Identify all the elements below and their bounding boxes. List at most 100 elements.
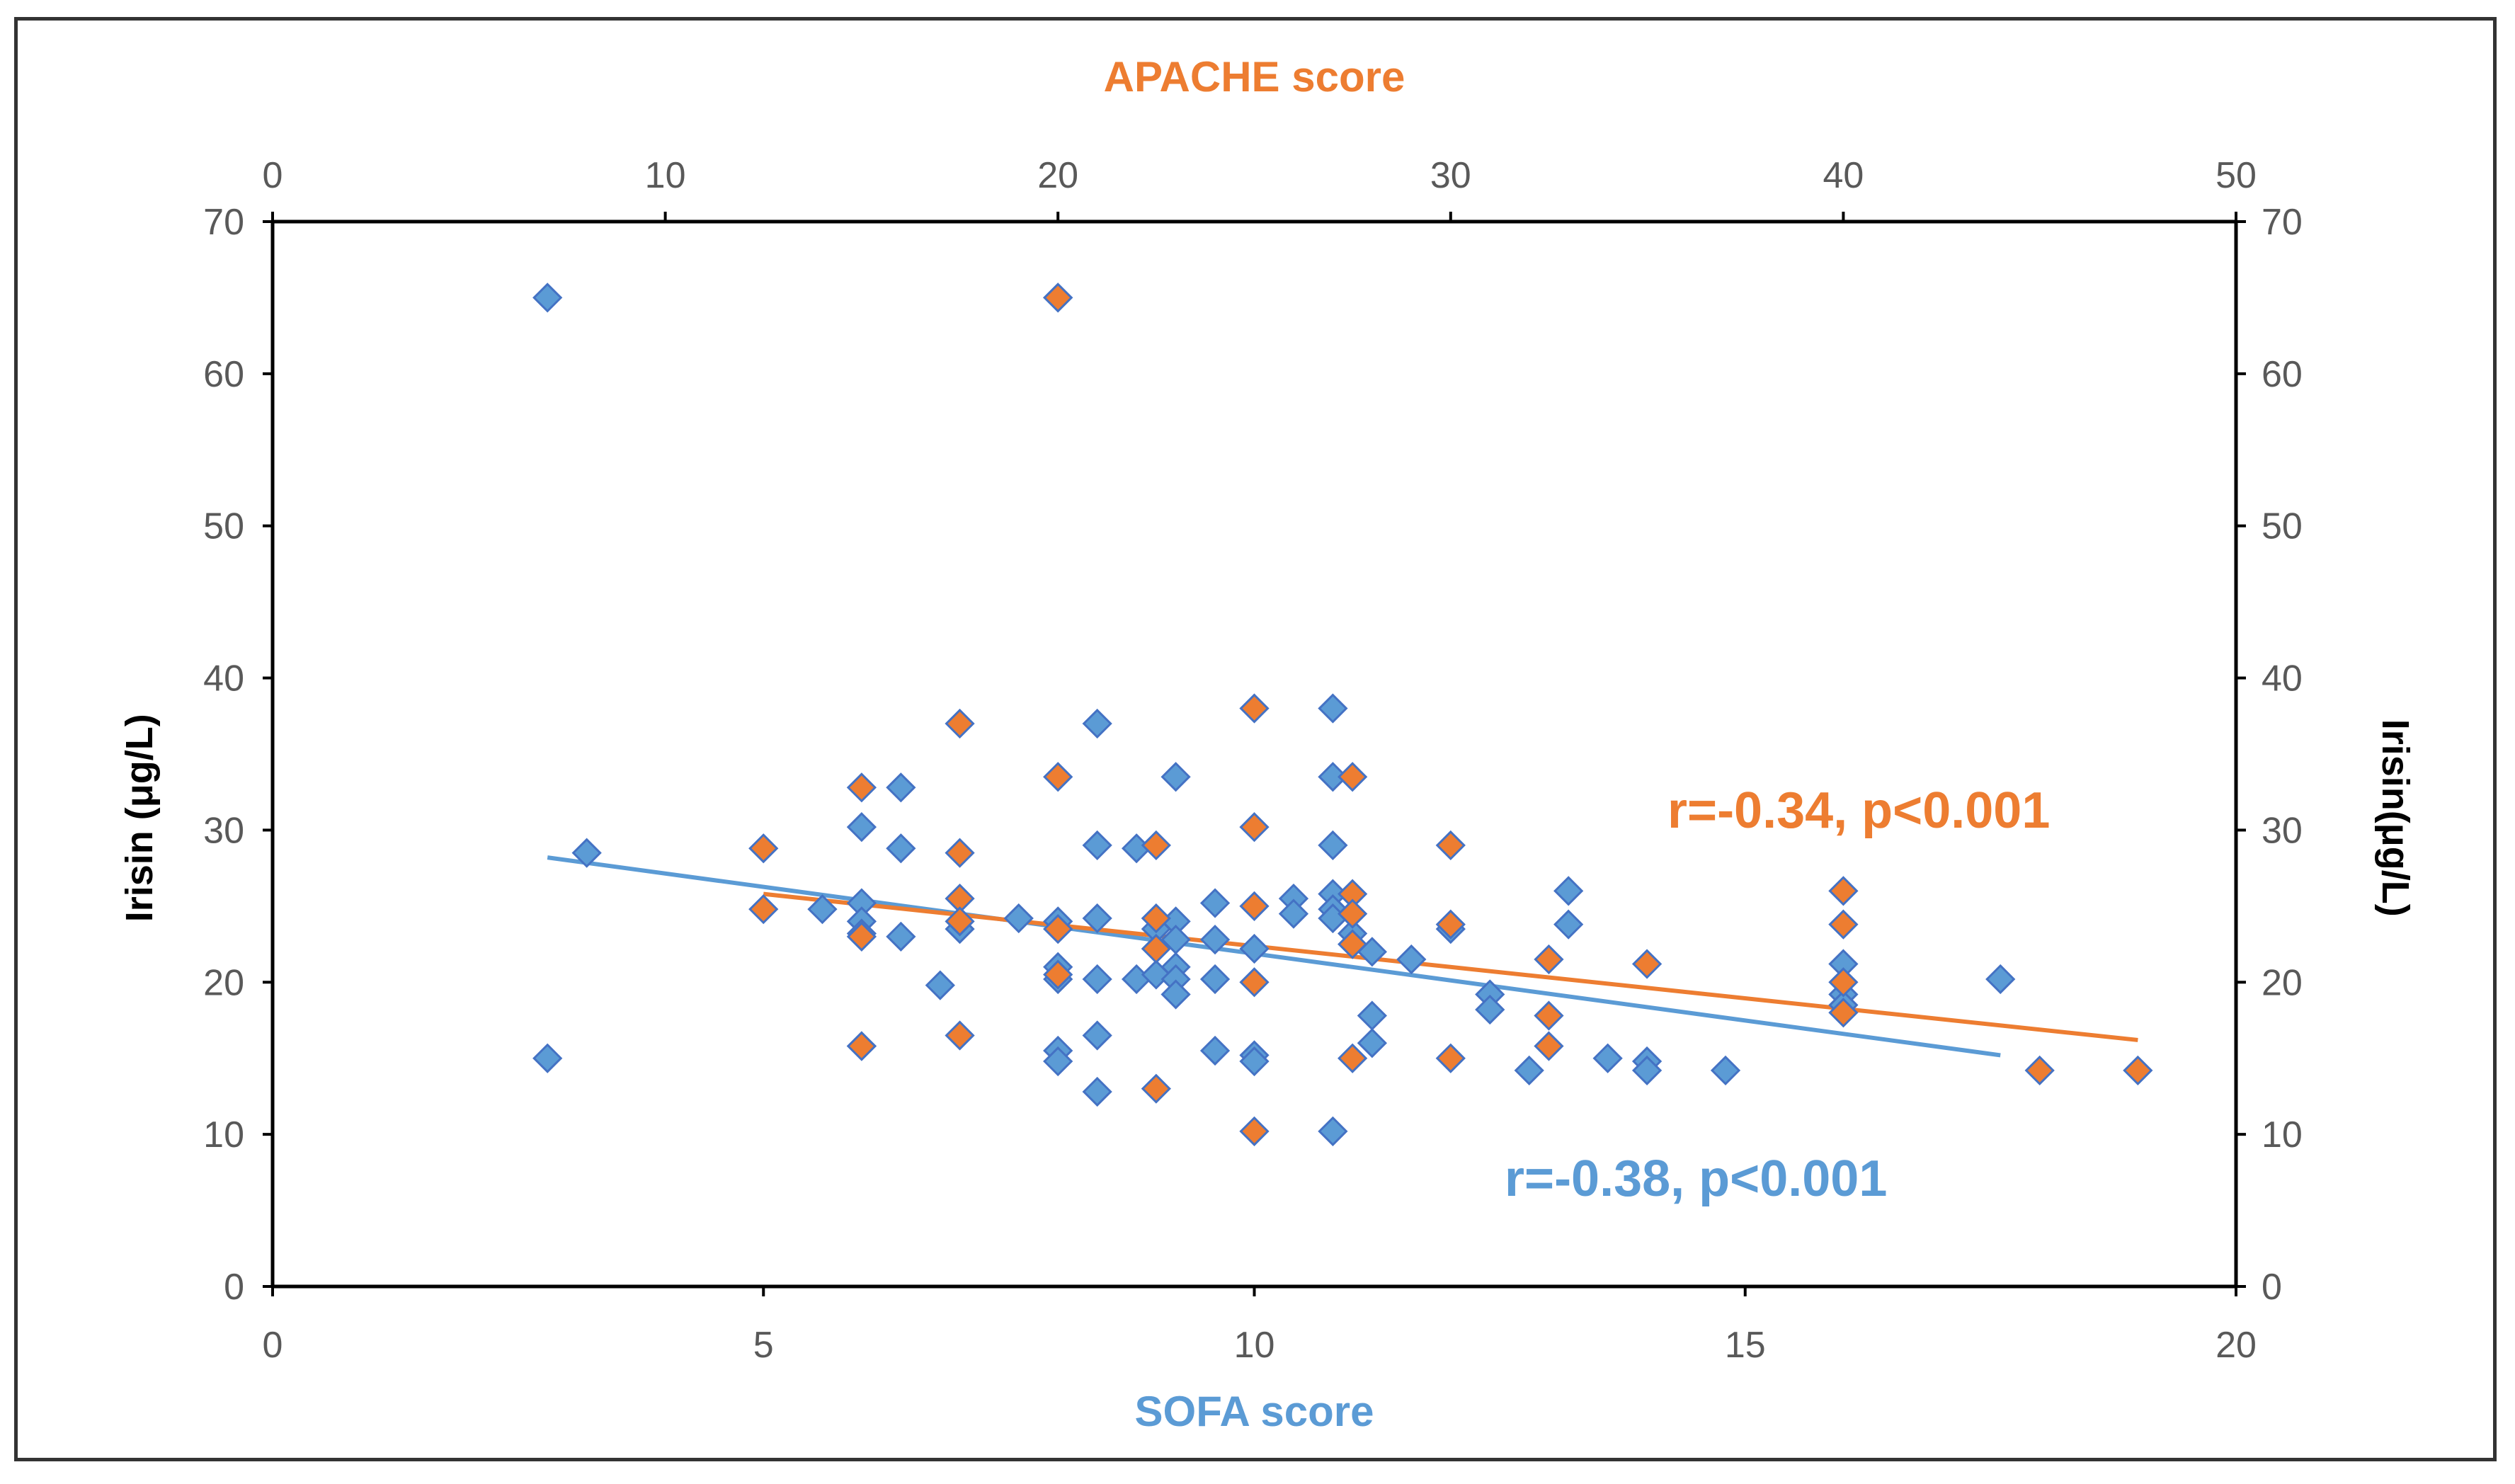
apache-point — [1043, 282, 1073, 313]
sofa-point — [1318, 762, 1348, 792]
right-tick-label: 40 — [2262, 658, 2303, 700]
apache-point — [1534, 1000, 1564, 1031]
apache-point — [1828, 998, 1859, 1028]
sofa-point — [1082, 830, 1112, 861]
apache-point — [1043, 959, 1073, 990]
sofa-point — [807, 894, 838, 925]
top-axis-title: APACHE score — [1104, 53, 1405, 101]
sofa-point — [1082, 708, 1112, 739]
bottom-tick-label: 10 — [1234, 1325, 1275, 1366]
right-tick-label: 70 — [2262, 202, 2303, 243]
left-tick-label: 50 — [203, 506, 244, 547]
apache-point — [1043, 913, 1073, 944]
sofa-point — [1631, 1055, 1663, 1086]
apache-point — [1534, 944, 1564, 975]
bottom-tick-label: 20 — [2215, 1325, 2257, 1366]
sofa-correlation-annotation: r=-0.38, p<0.001 — [1505, 1151, 1887, 1207]
sofa-point — [1553, 876, 1584, 906]
apache-point — [1828, 909, 1859, 940]
sofa-point — [1985, 964, 2016, 995]
sofa-point — [532, 282, 563, 313]
sofa-point — [1318, 693, 1348, 724]
sofa-point — [1082, 1076, 1112, 1107]
sofa-point — [846, 812, 877, 843]
top-tick-label: 50 — [2215, 155, 2257, 196]
sofa-point — [886, 772, 916, 803]
chart-frame: 0 10 20 30 40 50 0 5 10 15 20 0 10 20 30 40 50 60 70 0 10 20 3… — [14, 17, 2497, 1461]
bottom-tick-label: 0 — [263, 1325, 283, 1366]
apache-point — [1239, 1116, 1270, 1146]
left-tick-label: 30 — [203, 810, 244, 851]
sofa-point — [886, 921, 916, 952]
apache-point — [1828, 967, 1859, 998]
apache-point — [1239, 693, 1270, 724]
sofa-point — [1396, 944, 1427, 975]
apache-point — [1631, 949, 1663, 979]
sofa-point — [1160, 979, 1191, 1010]
sofa-point — [1514, 1055, 1544, 1086]
left-tick-label: 0 — [224, 1267, 244, 1308]
left-tick-label: 10 — [203, 1114, 244, 1155]
right-tick-label: 30 — [2262, 810, 2303, 851]
sofa-point — [1160, 762, 1191, 792]
sofa-point — [1357, 1028, 1388, 1058]
tick-labels: 0 10 20 30 40 500 5 10 15 20010203040506070010203… — [203, 155, 2303, 1366]
sofa-point — [925, 970, 955, 1000]
right-axis-title: Irisin(μg/L) — [2374, 719, 2417, 917]
trendlines — [547, 855, 2138, 1058]
apache-point — [1435, 909, 1466, 940]
top-tick-label: 20 — [1037, 155, 1078, 196]
sofa-trendline — [547, 855, 2001, 1058]
sofa-point — [886, 833, 916, 864]
apache-point — [1239, 812, 1270, 843]
apache-correlation-annotation: r=-0.34, p<0.001 — [1667, 782, 2050, 839]
bottom-tick-label: 5 — [753, 1325, 774, 1366]
apache-point — [1239, 891, 1270, 921]
sofa-point — [1082, 1020, 1112, 1051]
apache-point — [1239, 967, 1270, 998]
top-tick-label: 40 — [1823, 155, 1864, 196]
sofa-point — [1199, 964, 1231, 995]
apache-point — [1338, 929, 1368, 959]
top-tick-label: 30 — [1430, 155, 1471, 196]
data-points — [532, 282, 2153, 1146]
apache-point — [1828, 876, 1859, 906]
sofa-point — [1003, 903, 1034, 934]
apache-point — [945, 708, 975, 739]
apache-point — [1338, 762, 1368, 792]
sofa-point — [1357, 1000, 1388, 1031]
sofa-point — [1043, 1046, 1073, 1077]
sofa-point — [1239, 933, 1270, 964]
left-tick-label: 20 — [203, 962, 244, 1003]
sofa-point — [1553, 909, 1584, 940]
apache-point — [2024, 1055, 2055, 1086]
left-tick-label: 70 — [203, 202, 244, 243]
sofa-point — [1199, 925, 1231, 955]
apache-point — [2123, 1055, 2153, 1086]
sofa-point — [1239, 1046, 1270, 1077]
apache-point — [1534, 1031, 1564, 1061]
sofa-point — [1199, 888, 1231, 918]
apache-point — [846, 1031, 877, 1061]
left-tick-label: 60 — [203, 354, 244, 395]
apache-point — [945, 906, 975, 937]
sofa-point — [571, 838, 602, 868]
bottom-tick-label: 15 — [1725, 1325, 1766, 1366]
sofa-point — [1475, 994, 1505, 1025]
apache-point — [1435, 830, 1466, 861]
apache-point — [748, 894, 779, 925]
sofa-point — [1082, 903, 1112, 934]
apache-point — [1141, 903, 1171, 934]
apache-point — [1435, 1043, 1466, 1073]
sofa-point — [1318, 1116, 1348, 1146]
apache-trendline — [763, 891, 2138, 1042]
bottom-axis-title: SOFA score — [1135, 1388, 1374, 1435]
apache-point — [1338, 1043, 1368, 1073]
left-axis-title: Irisin (μg/L) — [118, 714, 161, 922]
right-tick-label: 10 — [2262, 1114, 2303, 1155]
sofa-point — [1318, 830, 1348, 861]
apache-point — [1141, 830, 1171, 861]
apache-point — [1141, 933, 1171, 964]
apache-point — [1141, 1073, 1171, 1104]
apache-point — [1043, 762, 1073, 792]
